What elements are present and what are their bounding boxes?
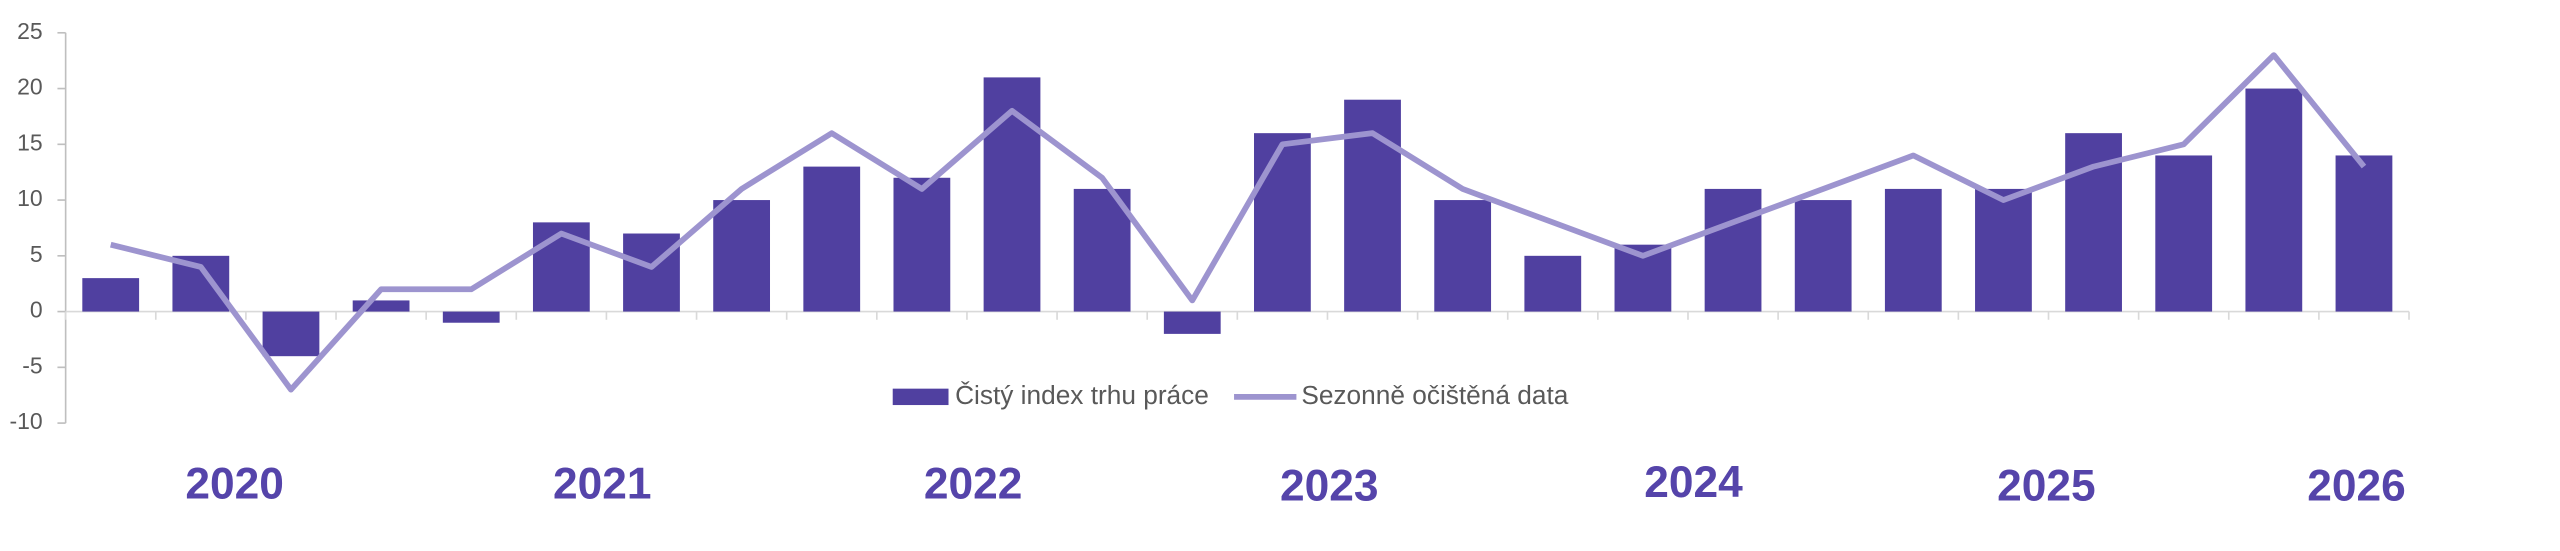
- bar: [1704, 188, 1762, 312]
- bar: [2155, 155, 2213, 312]
- y-tick-label: 0: [30, 297, 43, 323]
- bar: [1524, 255, 1582, 312]
- line: [110, 52, 2367, 393]
- bar: [442, 311, 500, 323]
- bar: [1254, 133, 1311, 312]
- bar: [1975, 188, 2032, 312]
- y-tick-label: 15: [17, 129, 43, 155]
- bar: [1884, 188, 1942, 312]
- bar: [713, 200, 771, 312]
- bar: [82, 278, 140, 312]
- legend-swatch: [892, 388, 949, 406]
- bar: [262, 311, 320, 357]
- bar: [352, 300, 410, 312]
- bar: [803, 166, 861, 312]
- bar: [1163, 311, 1221, 334]
- bar: [2335, 155, 2393, 312]
- legend-label: Čistý index trhu práce: [955, 380, 1209, 410]
- bar: [893, 177, 951, 312]
- year-label: 2025: [1997, 461, 2096, 510]
- year-label: 2022: [924, 460, 1023, 509]
- bar: [1434, 200, 1492, 312]
- y-tick-label: -10: [9, 408, 42, 434]
- bar: [623, 233, 680, 312]
- year-label: 2024: [1644, 458, 1743, 507]
- bar: [532, 222, 590, 312]
- y-tick-label: -5: [22, 352, 42, 378]
- year-label: 2023: [1280, 461, 1379, 510]
- legend-label: Sezonně očištěná data: [1301, 380, 1568, 410]
- year-label: 2020: [185, 460, 284, 509]
- y-tick-label: 5: [30, 241, 43, 267]
- bar: [983, 77, 1041, 312]
- y-tick-label: 20: [17, 74, 43, 100]
- y-tick-label: 10: [17, 185, 43, 211]
- bar: [1794, 200, 1852, 312]
- year-label: 2026: [2307, 461, 2406, 510]
- year-label: 2021: [553, 460, 652, 509]
- y-tick-label: 25: [17, 18, 43, 44]
- bar: [1073, 188, 1131, 312]
- bar: [2245, 88, 2303, 312]
